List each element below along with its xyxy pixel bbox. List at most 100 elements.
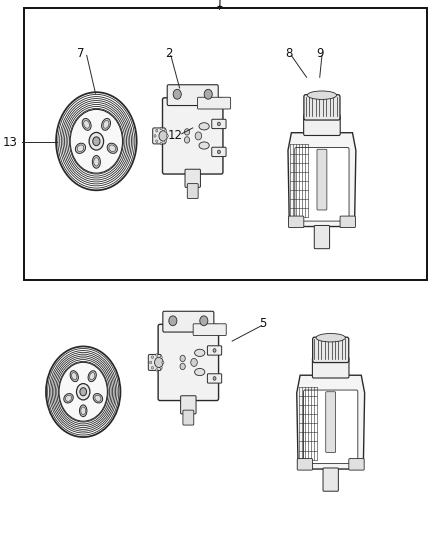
Ellipse shape [199, 142, 209, 149]
FancyBboxPatch shape [340, 216, 355, 228]
Circle shape [93, 137, 100, 146]
FancyBboxPatch shape [304, 95, 340, 120]
Ellipse shape [95, 395, 101, 401]
FancyBboxPatch shape [187, 183, 198, 199]
Text: 9: 9 [316, 47, 324, 60]
FancyBboxPatch shape [193, 324, 226, 336]
Circle shape [217, 150, 220, 154]
FancyBboxPatch shape [314, 225, 330, 249]
Circle shape [180, 355, 185, 361]
Circle shape [80, 387, 87, 396]
Circle shape [160, 142, 162, 144]
Circle shape [195, 132, 201, 140]
Circle shape [200, 316, 208, 326]
Text: 13: 13 [3, 136, 18, 149]
FancyBboxPatch shape [317, 149, 327, 210]
FancyBboxPatch shape [349, 458, 364, 470]
Circle shape [156, 354, 158, 356]
Circle shape [217, 122, 220, 126]
Circle shape [213, 377, 216, 380]
FancyBboxPatch shape [167, 85, 218, 106]
Ellipse shape [92, 156, 100, 168]
FancyBboxPatch shape [326, 392, 336, 453]
Circle shape [152, 356, 154, 359]
Ellipse shape [93, 393, 102, 403]
Ellipse shape [109, 145, 116, 151]
Polygon shape [288, 133, 356, 227]
Circle shape [156, 130, 158, 132]
Circle shape [184, 129, 190, 135]
Ellipse shape [64, 393, 73, 403]
FancyBboxPatch shape [289, 216, 304, 228]
Ellipse shape [103, 120, 109, 128]
Circle shape [160, 366, 162, 369]
Text: 8: 8 [286, 47, 293, 60]
Circle shape [166, 135, 168, 137]
Circle shape [204, 90, 212, 99]
FancyBboxPatch shape [208, 374, 222, 383]
Ellipse shape [84, 120, 89, 128]
Circle shape [169, 316, 177, 326]
FancyBboxPatch shape [183, 410, 194, 425]
FancyBboxPatch shape [312, 357, 349, 378]
Ellipse shape [107, 143, 117, 154]
Circle shape [164, 130, 166, 132]
Ellipse shape [307, 91, 336, 100]
Ellipse shape [77, 145, 84, 151]
Circle shape [191, 358, 197, 367]
Circle shape [59, 362, 107, 421]
Circle shape [149, 361, 152, 364]
Circle shape [156, 140, 158, 142]
Ellipse shape [88, 370, 96, 382]
Circle shape [173, 90, 181, 99]
Circle shape [70, 109, 123, 173]
Circle shape [155, 357, 163, 368]
Circle shape [154, 135, 156, 137]
FancyBboxPatch shape [304, 390, 358, 464]
FancyBboxPatch shape [295, 148, 349, 221]
Text: 7: 7 [77, 47, 85, 60]
Circle shape [213, 349, 216, 352]
FancyBboxPatch shape [148, 354, 161, 370]
Circle shape [89, 132, 104, 150]
Ellipse shape [316, 334, 345, 342]
Ellipse shape [65, 395, 71, 401]
FancyBboxPatch shape [163, 311, 214, 332]
FancyBboxPatch shape [208, 346, 222, 355]
Text: 5: 5 [259, 317, 266, 330]
Circle shape [77, 384, 90, 400]
FancyBboxPatch shape [297, 458, 313, 470]
Circle shape [164, 140, 166, 142]
Ellipse shape [82, 118, 91, 130]
FancyBboxPatch shape [162, 98, 223, 174]
Text: 12: 12 [168, 129, 183, 142]
Text: 1: 1 [215, 0, 223, 10]
Circle shape [162, 361, 164, 364]
Circle shape [156, 369, 158, 371]
Circle shape [152, 366, 154, 369]
Ellipse shape [102, 118, 110, 130]
Circle shape [160, 127, 162, 130]
Ellipse shape [199, 123, 209, 130]
Ellipse shape [94, 158, 99, 166]
Circle shape [184, 136, 190, 143]
Ellipse shape [70, 370, 78, 382]
Ellipse shape [80, 405, 87, 417]
Ellipse shape [194, 368, 205, 376]
FancyBboxPatch shape [304, 115, 340, 135]
Polygon shape [297, 375, 364, 469]
Circle shape [159, 131, 167, 141]
Ellipse shape [71, 373, 77, 379]
FancyBboxPatch shape [212, 119, 226, 128]
Ellipse shape [89, 373, 95, 379]
Circle shape [180, 364, 185, 370]
Text: 2: 2 [165, 47, 173, 60]
FancyBboxPatch shape [212, 147, 226, 157]
Circle shape [160, 356, 162, 359]
Ellipse shape [81, 407, 86, 415]
FancyBboxPatch shape [185, 169, 201, 188]
FancyBboxPatch shape [158, 324, 219, 401]
FancyBboxPatch shape [323, 468, 338, 491]
FancyBboxPatch shape [313, 337, 349, 362]
FancyBboxPatch shape [198, 97, 230, 109]
